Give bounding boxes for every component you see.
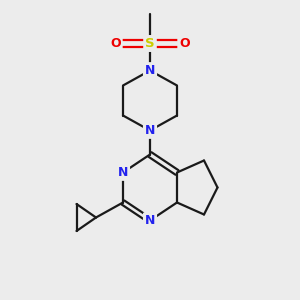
Text: N: N — [145, 214, 155, 227]
Text: O: O — [179, 37, 190, 50]
Text: N: N — [145, 124, 155, 137]
Text: O: O — [110, 37, 121, 50]
Text: N: N — [118, 166, 128, 179]
Text: S: S — [145, 37, 155, 50]
Text: N: N — [145, 64, 155, 77]
